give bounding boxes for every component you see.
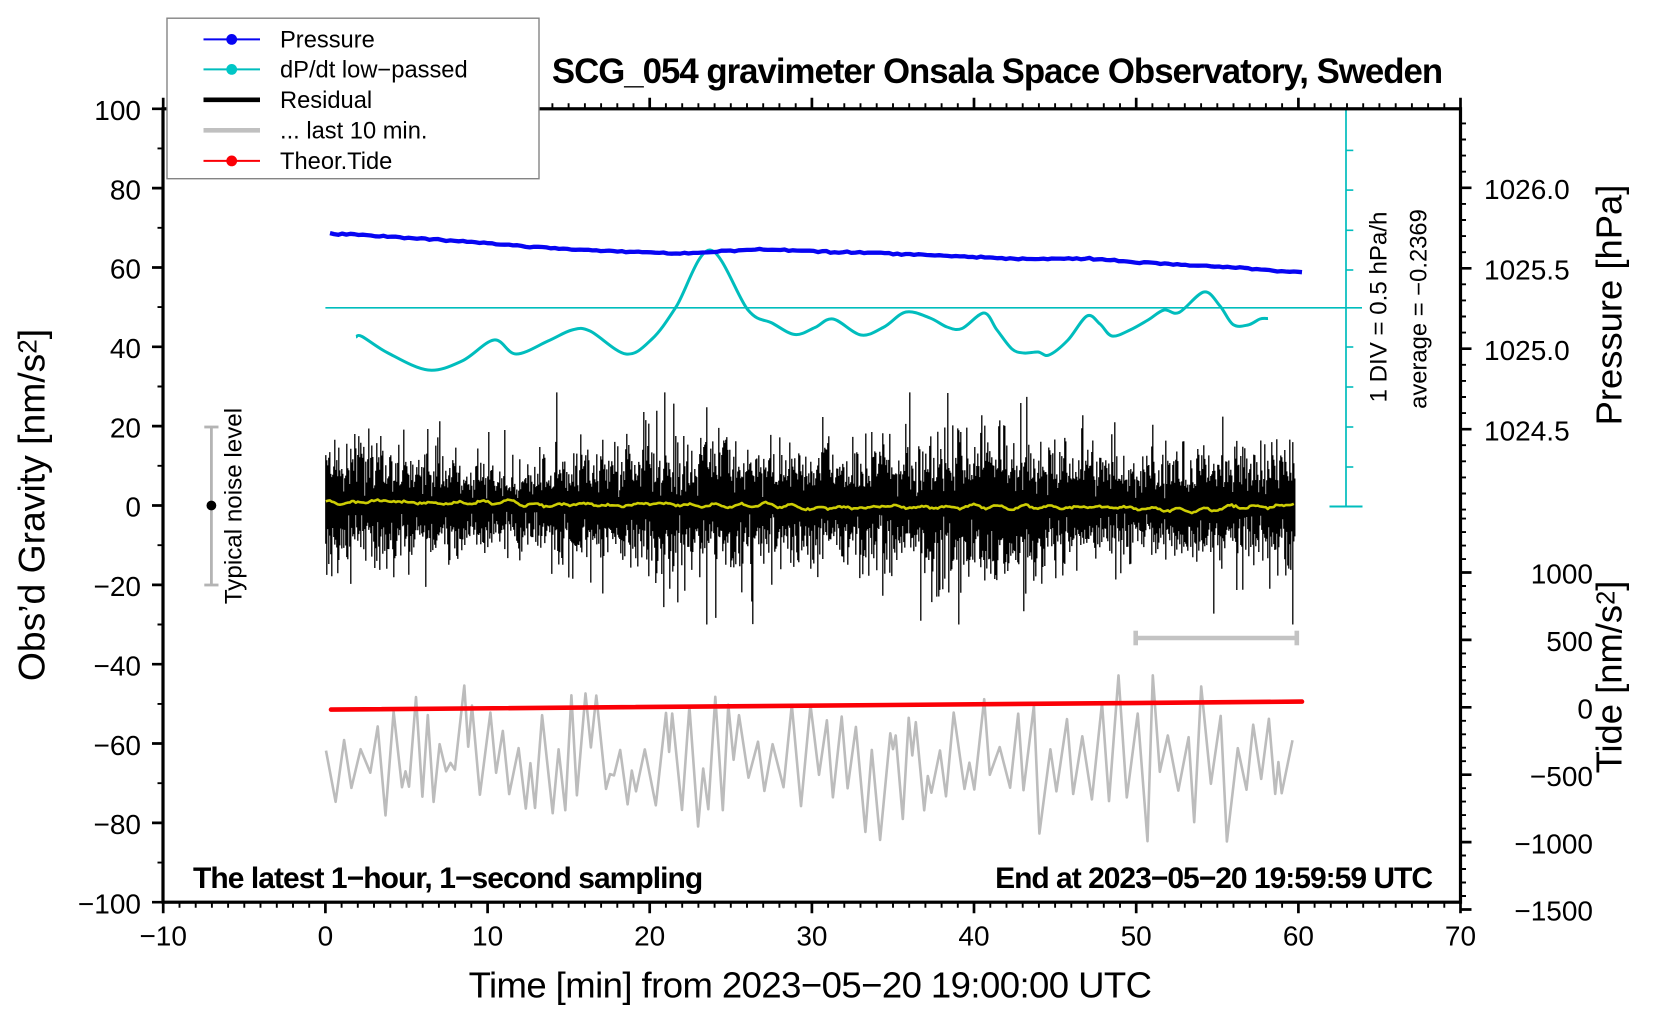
svg-text:−20: −20 xyxy=(94,571,142,602)
svg-text:Time [min] from 2023−05−20 19:: Time [min] from 2023−05−20 19:00:00 UTC xyxy=(469,965,1152,1006)
svg-text:30: 30 xyxy=(796,921,827,952)
svg-text:1025.5: 1025.5 xyxy=(1484,254,1570,285)
svg-text:60: 60 xyxy=(1283,921,1314,952)
svg-text:1000: 1000 xyxy=(1531,559,1593,590)
svg-text:End at 2023−05−20 19:59:59 UTC: End at 2023−05−20 19:59:59 UTC xyxy=(995,862,1432,895)
svg-text:1026.0: 1026.0 xyxy=(1484,174,1570,205)
svg-text:Pressure [hPa]: Pressure [hPa] xyxy=(1589,185,1630,426)
svg-text:70: 70 xyxy=(1445,921,1476,952)
svg-text:1024.5: 1024.5 xyxy=(1484,415,1570,446)
svg-text:20: 20 xyxy=(634,921,665,952)
svg-text:−40: −40 xyxy=(94,650,142,681)
svg-text:−100: −100 xyxy=(78,889,141,920)
svg-text:0: 0 xyxy=(1577,694,1593,725)
svg-text:Typical noise level: Typical noise level xyxy=(221,408,248,604)
svg-text:40: 40 xyxy=(110,333,141,364)
svg-text:Pressure: Pressure xyxy=(280,28,375,54)
svg-text:−1500: −1500 xyxy=(1514,896,1593,927)
svg-text:−500: −500 xyxy=(1530,761,1593,792)
svg-text:10: 10 xyxy=(472,921,503,952)
svg-text:Residual: Residual xyxy=(280,88,372,114)
svg-text:50: 50 xyxy=(1121,921,1152,952)
svg-text:... last 10 min.: ... last 10 min. xyxy=(280,119,427,145)
svg-text:0: 0 xyxy=(125,492,141,523)
svg-text:dP/dt low−passed: dP/dt low−passed xyxy=(280,58,468,84)
svg-text:The latest 1−hour, 1−second sa: The latest 1−hour, 1−second sampling xyxy=(193,862,702,895)
svg-text:80: 80 xyxy=(110,174,141,205)
svg-text:−10: −10 xyxy=(139,921,187,952)
svg-text:100: 100 xyxy=(94,95,141,126)
svg-text:0: 0 xyxy=(318,921,334,952)
svg-text:20: 20 xyxy=(110,412,141,443)
svg-text:40: 40 xyxy=(958,921,989,952)
svg-text:Tide [nm/s2]: Tide [nm/s2] xyxy=(1589,581,1630,774)
svg-text:500: 500 xyxy=(1546,626,1593,657)
svg-text:−80: −80 xyxy=(94,809,142,840)
svg-text:Obs’d Gravity [nm/s2]: Obs’d Gravity [nm/s2] xyxy=(11,329,53,681)
svg-text:Theor.Tide: Theor.Tide xyxy=(280,149,392,175)
svg-text:−1000: −1000 xyxy=(1514,828,1593,859)
svg-text:−60: −60 xyxy=(94,730,142,761)
svg-text:60: 60 xyxy=(110,254,141,285)
svg-text:average = −0.2369: average = −0.2369 xyxy=(1406,209,1433,409)
svg-text:1 DIV = 0.5 hPa/h: 1 DIV = 0.5 hPa/h xyxy=(1366,212,1393,403)
svg-text:SCG_054 gravimeter Onsala Spac: SCG_054 gravimeter Onsala Space Observat… xyxy=(552,52,1442,91)
svg-text:1025.0: 1025.0 xyxy=(1484,335,1570,366)
